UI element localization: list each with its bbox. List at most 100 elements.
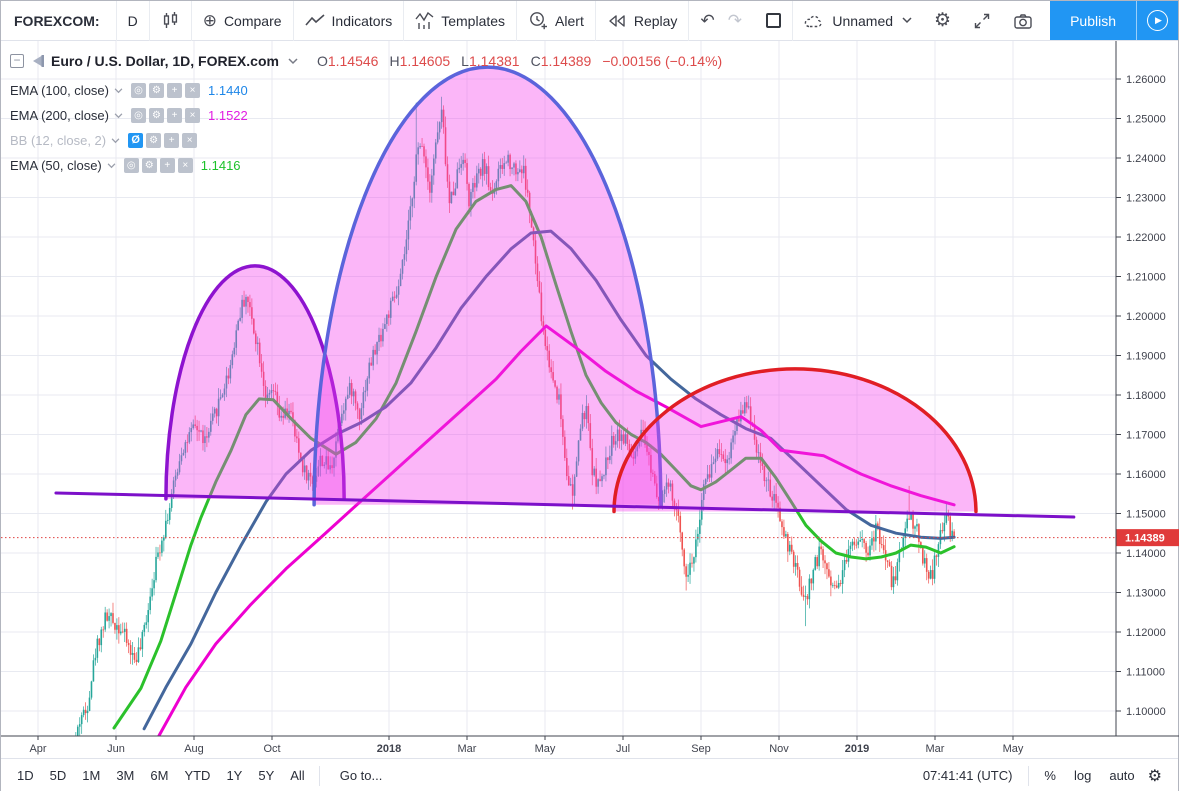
indicator-add-button[interactable]: +: [160, 158, 175, 173]
alert-clock-icon: [528, 11, 548, 30]
indicator-name: EMA (50, close): [10, 158, 102, 173]
chevron-down-icon[interactable]: [288, 58, 298, 65]
chart-style-button[interactable]: [150, 1, 191, 40]
indicator-add-button[interactable]: +: [164, 133, 179, 148]
time-tick-label: Oct: [263, 743, 280, 755]
change-value: −0.00156 (−0.14%): [602, 53, 722, 69]
indicator-remove-button[interactable]: ×: [178, 158, 193, 173]
indicator-add-button[interactable]: +: [167, 83, 182, 98]
range-ytd-button[interactable]: YTD: [176, 768, 218, 783]
save-layout-button[interactable]: Unnamed: [793, 1, 923, 40]
publish-button[interactable]: Publish: [1050, 1, 1136, 40]
range-1y-button[interactable]: 1Y: [218, 768, 250, 783]
indicator-row[interactable]: EMA (100, close)◎⚙+×1.1440: [10, 79, 722, 101]
indicator-row[interactable]: EMA (50, close) ◎⚙+× 1.1416: [10, 154, 722, 176]
open-value: 1.14546: [328, 53, 379, 69]
price-tick-label: 1.21000: [1126, 272, 1166, 284]
indicator-name: EMA (200, close): [10, 108, 109, 123]
cloud-save-icon: [804, 13, 825, 29]
price-axis[interactable]: 1.100001.110001.120001.130001.140001.150…: [1116, 74, 1179, 718]
price-tick-label: 1.24000: [1126, 153, 1166, 165]
fullscreen-button[interactable]: [962, 1, 1002, 40]
clock-label[interactable]: 07:41:41 (UTC): [913, 768, 1023, 783]
interval-button[interactable]: D: [117, 1, 149, 40]
price-tick-label: 1.22000: [1126, 232, 1166, 244]
price-tick-label: 1.14000: [1126, 548, 1166, 560]
toggle-visibility-button[interactable]: ◎: [131, 83, 146, 98]
compare-button[interactable]: ⊕ Compare: [192, 1, 293, 40]
templates-button[interactable]: Templates: [404, 1, 516, 40]
publish-idea-button[interactable]: ▶: [1136, 1, 1178, 40]
indicator-row[interactable]: EMA (200, close)◎⚙+×1.1522: [10, 104, 722, 126]
collapse-legend-icon[interactable]: −: [10, 54, 24, 68]
toggle-visibility-button[interactable]: ◎: [131, 108, 146, 123]
range-1m-button[interactable]: 1M: [74, 768, 108, 783]
indicator-settings-button[interactable]: ⚙: [149, 83, 164, 98]
indicators-button[interactable]: Indicators: [294, 1, 404, 40]
indicator-settings-button[interactable]: ⚙: [149, 108, 164, 123]
time-tick-label: Mar: [458, 743, 477, 755]
range-6m-button[interactable]: 6M: [142, 768, 176, 783]
scales-settings-gear-icon[interactable]: ⚙: [1144, 766, 1170, 786]
chevron-down-icon: [111, 138, 120, 144]
indicator-settings-button[interactable]: ⚙: [146, 133, 161, 148]
toggle-visibility-button[interactable]: Ø: [128, 133, 143, 148]
range-3m-button[interactable]: 3M: [108, 768, 142, 783]
layout-select-button[interactable]: [755, 1, 792, 40]
chart-properties-button[interactable]: ⚙: [923, 1, 962, 40]
publish-group: Publish ▶: [1050, 1, 1178, 40]
snapshot-button[interactable]: [1002, 1, 1044, 40]
redo-button[interactable]: ↷: [726, 1, 753, 40]
time-tick-label: Mar: [926, 743, 945, 755]
symbol-title[interactable]: Euro / U.S. Dollar, 1D, FOREX.com: [51, 53, 279, 69]
indicator-settings-button[interactable]: ⚙: [142, 158, 157, 173]
replay-button[interactable]: Replay: [596, 1, 689, 40]
chevron-down-icon: [114, 88, 123, 94]
indicator-remove-button[interactable]: ×: [185, 108, 200, 123]
right-shoulder-arc-fill: [614, 369, 976, 512]
time-tick-label: Aug: [184, 743, 204, 755]
compare-label: Compare: [224, 13, 282, 29]
goto-date-button[interactable]: Go to...: [326, 768, 397, 783]
scale-auto-button[interactable]: auto: [1100, 768, 1143, 783]
time-tick-label: Jun: [107, 743, 125, 755]
range-5y-button[interactable]: 5Y: [250, 768, 282, 783]
indicator-remove-button[interactable]: ×: [182, 133, 197, 148]
price-tick-label: 1.17000: [1126, 430, 1166, 442]
indicator-row[interactable]: BB (12, close, 2)Ø⚙+×: [10, 129, 722, 151]
ohlc-values: O1.14546 H1.14605 L1.14381 C1.14389 −0.0…: [317, 53, 722, 69]
indicator-remove-button[interactable]: ×: [185, 83, 200, 98]
range-1d-button[interactable]: 1D: [9, 768, 42, 783]
time-tick-label: Jul: [616, 743, 630, 755]
price-tick-label: 1.25000: [1126, 114, 1166, 126]
range-all-button[interactable]: All: [282, 768, 312, 783]
price-tick-label: 1.13000: [1126, 588, 1166, 600]
price-tick-label: 1.20000: [1126, 311, 1166, 323]
symbol-legend-row[interactable]: − Euro / U.S. Dollar, 1D, FOREX.com O1.1…: [10, 50, 722, 72]
scale-log-button[interactable]: log: [1065, 768, 1100, 783]
time-tick-label: May: [535, 743, 556, 755]
price-tick-label: 1.26000: [1126, 74, 1166, 86]
price-tick-label: 1.12000: [1126, 627, 1166, 639]
timeframe-flag-icon[interactable]: [31, 54, 44, 68]
high-value: 1.14605: [400, 53, 451, 69]
undo-icon: ↶: [700, 12, 714, 29]
indicator-value: 1.1416: [201, 158, 241, 173]
symbol-search-button[interactable]: FOREXCOM:: [1, 1, 116, 40]
scale-percent-button[interactable]: %: [1035, 768, 1065, 783]
undo-button[interactable]: ↶: [689, 1, 725, 40]
indicator-name: EMA (100, close): [10, 83, 109, 98]
toggle-visibility-button[interactable]: ◎: [124, 158, 139, 173]
alert-button[interactable]: Alert: [517, 1, 595, 40]
play-icon: ▶: [1147, 10, 1168, 31]
price-tick-label: 1.15000: [1126, 509, 1166, 521]
time-tick-label: Sep: [691, 743, 711, 755]
range-5d-button[interactable]: 5D: [42, 768, 75, 783]
chevron-down-icon: [902, 17, 912, 24]
indicator-add-button[interactable]: +: [167, 108, 182, 123]
compare-plus-icon: ⊕: [203, 12, 217, 29]
